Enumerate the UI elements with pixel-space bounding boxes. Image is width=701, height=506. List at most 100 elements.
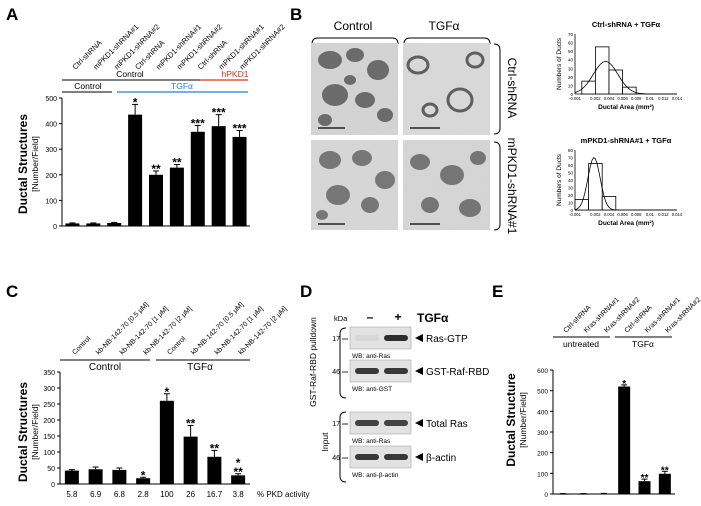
panel-b-row2: mPKD1-shRNA#1	[505, 138, 519, 235]
E-chart-significance: *	[622, 379, 626, 390]
B-hist1-bin	[595, 46, 610, 95]
E-chart-significance: **	[641, 473, 649, 484]
B-hist1-xtick-label: 0.008	[631, 96, 642, 101]
B-hist2-fit-curve	[574, 157, 677, 211]
panel-letter-b: B	[290, 5, 302, 24]
panel-b-row1: Ctrl-shRNA	[505, 58, 519, 119]
C-lanes-label: Control	[71, 335, 92, 356]
A-chart-bar	[232, 136, 247, 226]
panel-a-lane-labels: Ctrl-shRNAmPKD1-shRNA#1mPKD1-shRNA#2Ctrl…	[70, 22, 286, 71]
blot-membrane	[349, 445, 412, 469]
blot-name: Total Ras	[426, 419, 468, 430]
panel-c-pkd-label: % PKD activity	[257, 490, 309, 499]
C-chart-significance: *	[165, 385, 170, 399]
B-hist2-ytick-label: 70	[568, 156, 574, 161]
panel-d-pulldown-label: GST-Raf-RBD pulldown	[308, 317, 318, 407]
C-chart-significance: **	[233, 465, 243, 479]
micrograph-mpkd1-tgfa	[403, 140, 490, 230]
C-chart-bar	[183, 436, 198, 484]
B-hist1-xlabel: Ductal Area (mm²)	[598, 104, 654, 111]
panel-letter-a: A	[6, 5, 18, 24]
B-hist1-xtick-label: 0.006	[617, 96, 628, 101]
B-hist1-bin	[622, 86, 637, 95]
C-lanes-label: Control	[166, 335, 187, 356]
C-chart-bar	[88, 469, 103, 484]
panel-c: Control kb-NB-142-70 [0.5 μM]kb-NB-142-70…	[16, 301, 309, 499]
blot-name: Ras-GTP	[426, 334, 468, 345]
blot-membrane	[349, 326, 412, 350]
blot-arrow	[415, 334, 423, 342]
blot-wb-label: WB: anti-Ras	[352, 438, 391, 445]
B-hist2-title: mPKD1-shRNA#1 + TGFα	[581, 136, 672, 145]
C-chart-significance: **	[210, 441, 220, 455]
pkd-activity-value: 6.8	[114, 490, 126, 499]
blot-band	[384, 335, 408, 341]
pkd-activity-value: 6.9	[90, 490, 102, 499]
B-hist2-ytick-label: 10	[568, 201, 574, 206]
panel-e-group-untreated: untreated	[563, 339, 599, 349]
C-chart-ytick-label: 100	[43, 450, 55, 457]
B-hist2-ytick-label: 80	[568, 148, 574, 153]
E-chart-ytick-label: 500	[537, 389, 548, 396]
B-hist1-xtick-label: 0.002	[590, 96, 601, 101]
micrograph-ctrl-control	[311, 43, 398, 135]
E-chart-ytick-label: 300	[537, 430, 548, 437]
blot-marker: 17	[332, 421, 340, 428]
blot-name: GST-Raf-RBD	[426, 367, 489, 378]
blot-band	[355, 420, 379, 426]
E-lanes-label: Kras-shRNA#1	[644, 296, 682, 334]
panel-e-group-tgfa: TGFα	[632, 339, 654, 349]
C-chart-ytick-label: 150	[43, 434, 55, 441]
B-hist1-ytick-label: 70	[568, 32, 574, 37]
panel-a-group-control: Control	[116, 69, 144, 79]
A-chart-significance: *	[133, 95, 138, 109]
blot-wb-label: WB: anti-β-actin	[352, 472, 399, 479]
panel-e-ylabel: Ductal Structure	[504, 373, 518, 467]
B-hist2-xtick-label: 0.012	[658, 212, 669, 217]
C-chart-bar	[207, 456, 222, 484]
panel-e: Ctrl-shRNAKras-shRNA#1Kras-shRNA#2Ctrl-s…	[504, 296, 701, 499]
C-lanes-label: kb-NB-142-70 [2 μM]	[238, 305, 289, 356]
B-hist2-ytick-label: 30	[568, 186, 574, 191]
C-chart-ytick-label: 50	[47, 466, 55, 473]
A-chart-ytick-label: 400	[45, 122, 57, 129]
blot-band	[384, 368, 408, 374]
A-chart-significance: **	[151, 162, 161, 176]
B-hist1-title: Ctrl-shRNA + TGFα	[592, 20, 661, 29]
panel-d: kDa – + TGFα GST-Raf-RBD pulldown Input …	[308, 310, 489, 483]
E-chart-ytick-label: 400	[537, 409, 548, 416]
C-chart-ytick-label: 300	[43, 386, 55, 393]
C-chart-bar	[64, 470, 79, 484]
E-lanes-label: Kras-shRNA#2	[664, 296, 701, 334]
B-hist2-ytick-label: 40	[568, 178, 574, 183]
blot-membrane	[349, 411, 412, 435]
panel-letter-d: D	[300, 282, 312, 301]
B-hist2-xtick-label: 0.008	[631, 212, 642, 217]
blot-arrow	[415, 419, 423, 427]
panel-c-lane-labels: Control kb-NB-142-70 [0.5 μM]kb-NB-142-70…	[71, 301, 288, 356]
A-chart-significance: **	[172, 156, 182, 170]
C-chart-bar	[136, 478, 151, 484]
panel-d-treatment: TGFα	[417, 311, 449, 325]
blot-wb-label: WB: anti-Ras	[352, 353, 391, 360]
A-chart-bar	[86, 223, 101, 226]
pkd-activity-value: 26	[186, 490, 195, 499]
C-chart-bar	[231, 475, 246, 484]
E-chart-ytick-label: 200	[537, 451, 548, 458]
E-chart-ytick-label: 100	[537, 471, 548, 478]
B-hist2-ytick-label: 0	[570, 208, 573, 213]
A-chart-bar	[107, 222, 122, 226]
panel-e-lane-labels: Ctrl-shRNAKras-shRNA#1Kras-shRNA#2Ctrl-s…	[563, 296, 701, 334]
A-chart-bar	[65, 223, 80, 226]
C-chart-ytick-label: 250	[43, 402, 55, 409]
blot-name: β-actin	[426, 453, 456, 464]
A-chart-ytick-label: 200	[45, 173, 57, 180]
blot-band	[355, 335, 379, 341]
B-hist1-ytick-label: 0	[570, 92, 573, 97]
B-hist1-ytick-label: 20	[568, 75, 574, 80]
pkd-activity-value: 100	[160, 490, 174, 499]
C-chart-ytick-label: 200	[43, 418, 55, 425]
